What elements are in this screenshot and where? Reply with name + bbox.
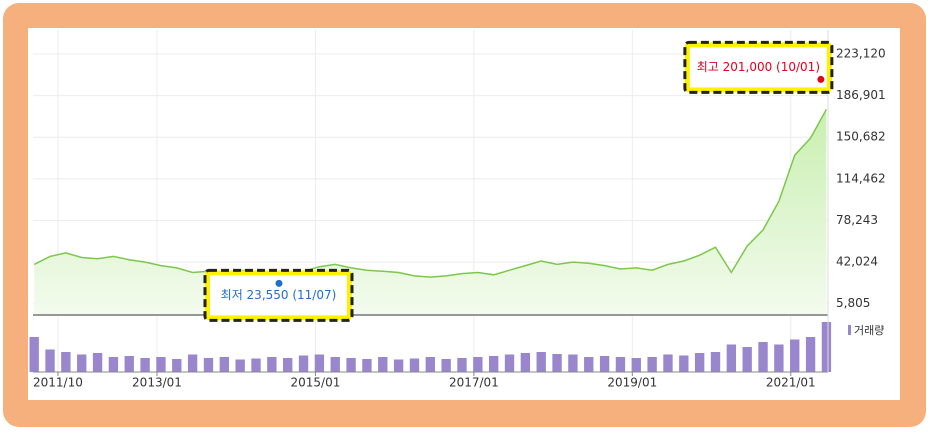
volume-bar: [362, 359, 372, 372]
annotation-label: 최저 23,550 (11/07): [221, 288, 337, 302]
volume-bar: [441, 359, 451, 372]
volume-bar: [663, 354, 673, 372]
volume-bar: [92, 353, 103, 372]
volume-bar: [821, 322, 832, 372]
legend-swatch: [848, 325, 851, 335]
volume-bar: [156, 357, 166, 372]
volume-bar: [742, 347, 752, 372]
volume-bar: [393, 359, 404, 372]
volume-bar: [283, 358, 293, 372]
volume-bar: [520, 353, 531, 372]
volume-bar: [314, 354, 325, 372]
volume-bar: [425, 357, 435, 372]
volume-bar: [378, 357, 388, 372]
x-tick-label: 2019/01: [607, 376, 657, 390]
volume-bar: [536, 352, 546, 372]
volume-bar: [187, 354, 198, 372]
volume-bar: [140, 358, 150, 372]
volume-bar: [29, 337, 39, 372]
volume-bar: [710, 352, 721, 372]
volume-bar: [235, 359, 245, 372]
x-tick-label: 2021/01: [766, 376, 816, 390]
volume-bar: [473, 357, 483, 372]
volume-bar: [77, 354, 87, 372]
y-tick-label: 223,120: [836, 46, 886, 60]
x-tick-label: 2017/01: [449, 376, 499, 390]
volume-bar: [489, 356, 499, 372]
highlight-inner: [689, 47, 827, 88]
y-tick-label: 114,462: [836, 171, 886, 185]
volume-bar: [61, 352, 71, 372]
volume-bar: [631, 358, 641, 372]
volume-bar: [330, 357, 340, 372]
volume-bar: [203, 358, 214, 372]
y-tick-label: 5,805: [836, 296, 870, 310]
volume-bar: [251, 358, 261, 372]
volume-bar: [774, 344, 784, 372]
volume-bar: [457, 358, 467, 372]
volume-bar: [758, 342, 768, 372]
volume-bar: [790, 339, 800, 372]
volume-bar: [108, 357, 119, 372]
area: [34, 109, 827, 315]
volume-bar: [298, 355, 309, 372]
x-tick-label: 2011/10: [33, 376, 83, 390]
volume-bar: [568, 354, 578, 372]
y-tick-label: 78,243: [836, 213, 878, 227]
y-tick-label: 186,901: [836, 88, 886, 102]
y-tick-label: 42,024: [836, 255, 878, 269]
x-tick-label: 2015/01: [290, 376, 340, 390]
price-line: [33, 108, 828, 278]
legend-label: 거래량: [854, 324, 884, 337]
volume-bar: [172, 359, 182, 372]
x-tick-label: 2013/01: [132, 376, 182, 390]
volume-bar: [584, 357, 594, 372]
volume-bar: [679, 355, 689, 372]
volume-bar: [599, 356, 610, 372]
annotation-dot: [817, 75, 825, 83]
volume-bar: [615, 357, 626, 372]
annotation-dot: [275, 279, 283, 287]
volume-bar: [647, 357, 657, 372]
volume-bar: [805, 337, 816, 372]
volume-bar: [694, 353, 705, 372]
volume-bar: [504, 354, 515, 372]
volume-bar: [409, 358, 420, 372]
volume-bar: [267, 357, 277, 372]
annotation-label: 최고 201,000 (10/01): [697, 60, 820, 74]
volume-bar: [45, 349, 55, 372]
volume-bar: [552, 354, 562, 372]
volume-bar: [219, 357, 229, 372]
volume-bar: [726, 344, 737, 372]
volume-bar: [346, 358, 356, 372]
volume-bar: [124, 356, 134, 372]
y-tick-label: 150,682: [836, 130, 886, 144]
